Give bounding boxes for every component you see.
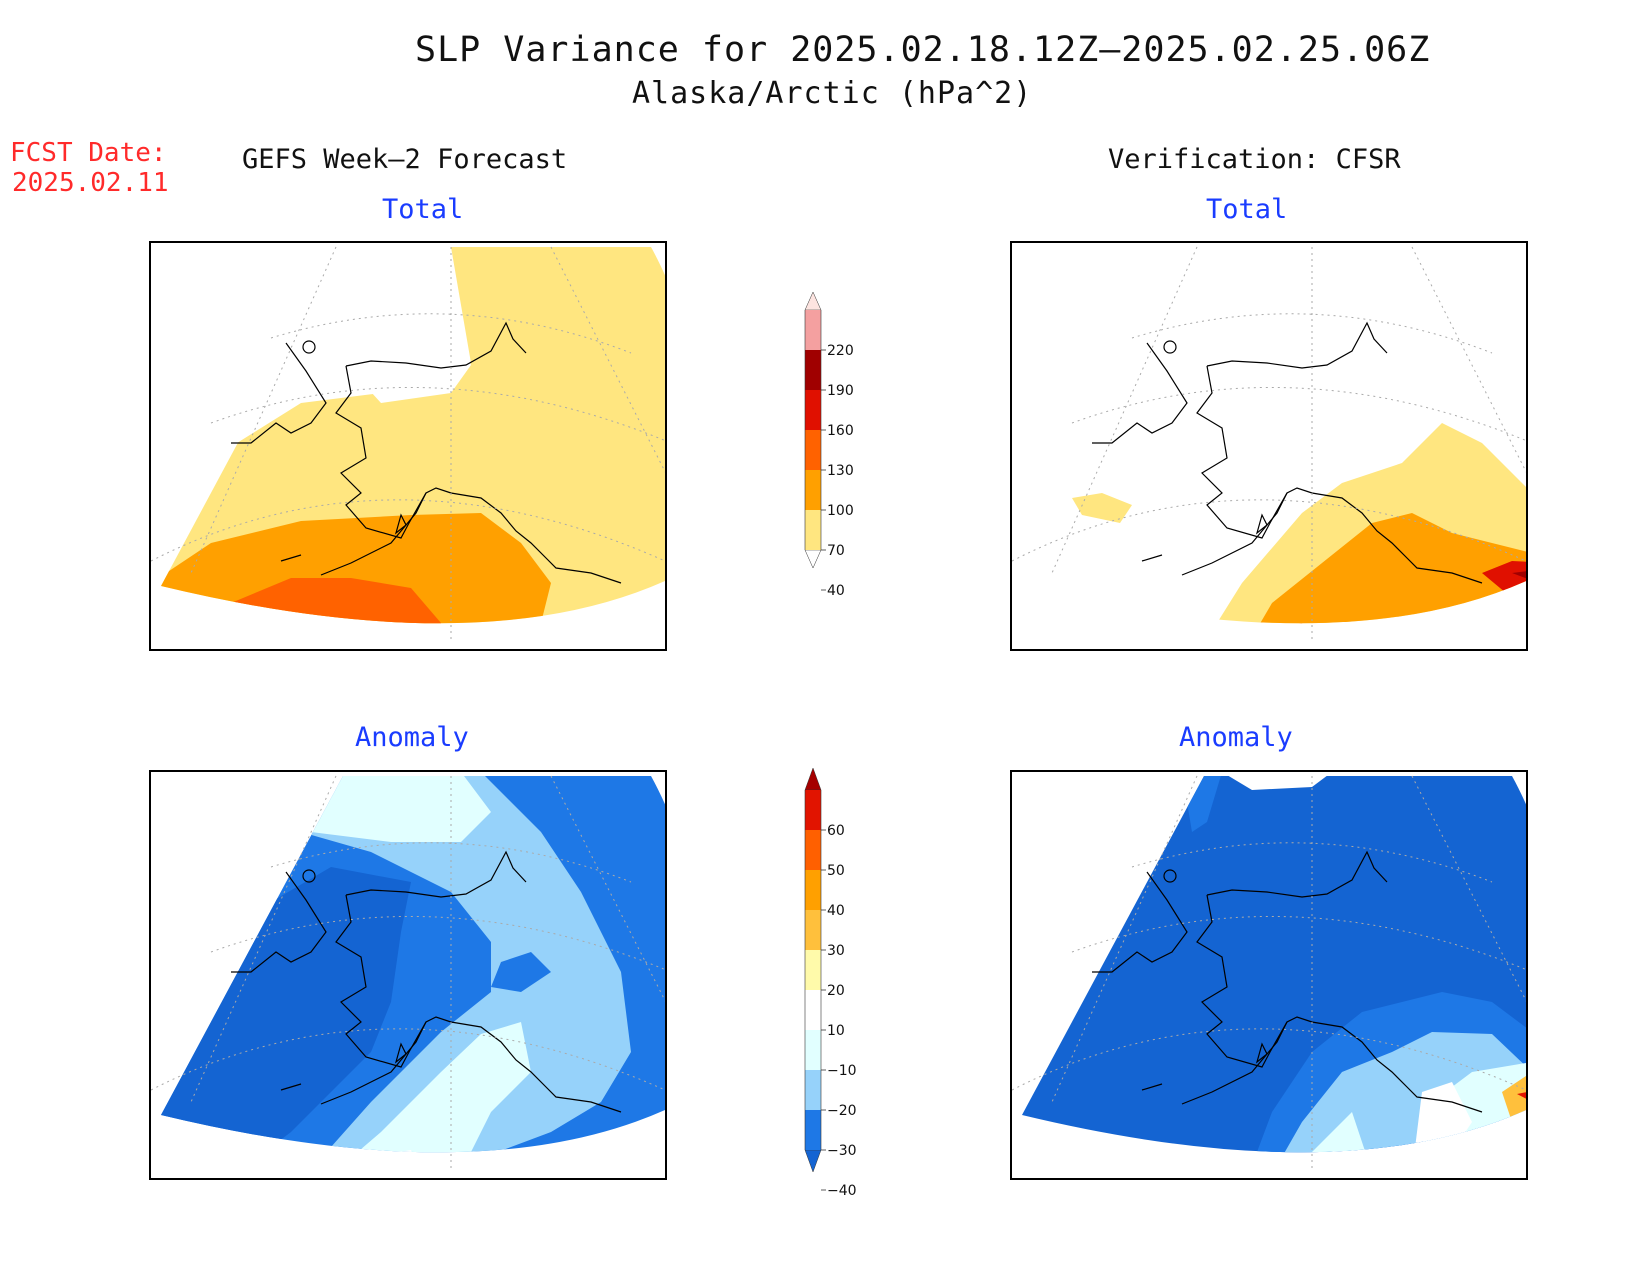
fc-anomaly-coastline — [231, 850, 622, 1113]
colorbar-bottom-triangle — [804, 549, 822, 569]
ver-anomaly-coastline — [1092, 850, 1483, 1113]
colorbar-tick-label: 40 — [827, 583, 845, 599]
colorbar-bin — [805, 510, 821, 550]
ver-total-gridlines — [1012, 246, 1526, 643]
verification-anomaly-map — [1010, 770, 1528, 1180]
forecast-date-value: 2025.02.11 — [12, 168, 169, 198]
colorbar-tick-label: 100 — [827, 503, 854, 519]
fc-total-coastline — [231, 321, 622, 584]
colorbar-bottom-triangle — [804, 1149, 822, 1173]
colorbar-tick-label: −30 — [827, 1143, 857, 1159]
fc-anomaly-title: Anomaly — [355, 722, 469, 753]
fc-total-gridlines — [151, 246, 665, 643]
colorbar-tick-label: 50 — [827, 863, 845, 879]
colorbar-bin — [805, 430, 821, 470]
right-column-header: Verification: CFSR — [1108, 144, 1401, 175]
colorbar-tick-label: 60 — [827, 823, 845, 839]
page-subtitle: Alaska/Arctic (hPa^2) — [632, 76, 1033, 111]
colorbar-tick-label: 190 — [827, 383, 854, 399]
colorbar-tick-label: 30 — [827, 943, 845, 959]
colorbar-bin — [805, 310, 821, 350]
fc-total-title: Total — [382, 194, 464, 225]
ver-anomaly-gridlines — [1012, 775, 1526, 1172]
forecast-anomaly-map — [149, 770, 667, 1180]
colorbar-top-triangle — [804, 767, 822, 791]
fc-anomaly-gridlines — [151, 775, 665, 1172]
verification-anomaly-field — [1022, 776, 1526, 1153]
colorbar-bin — [805, 390, 821, 430]
colorbar-bin — [805, 1110, 821, 1150]
colorbar-tick-label: 10 — [827, 1023, 845, 1039]
colorbar-bin — [805, 470, 821, 510]
verification-total-field — [1072, 423, 1526, 624]
ver-anomaly-title: Anomaly — [1179, 722, 1293, 753]
colorbar-tick-label: 130 — [827, 463, 854, 479]
page-title: SLP Variance for 2025.02.18.12Z–2025.02.… — [415, 30, 1431, 70]
colorbar-tick-label: 70 — [827, 543, 845, 559]
colorbar-bin — [805, 870, 821, 910]
colorbar-bin — [805, 1070, 821, 1110]
left-column-header: GEFS Week–2 Forecast — [242, 144, 568, 175]
colorbar-tick-label: −40 — [827, 1183, 857, 1199]
colorbar-tick-label: −10 — [827, 1063, 857, 1079]
ver-total-title: Total — [1206, 194, 1288, 225]
colorbar-bin — [805, 990, 821, 1030]
forecast-date-label: FCST Date: — [10, 138, 167, 168]
colorbar-tick-label: 40 — [827, 903, 845, 919]
colorbar-bin — [805, 830, 821, 870]
verification-total-map — [1010, 241, 1528, 651]
colorbar-top-triangle — [804, 291, 822, 311]
colorbar-bin — [805, 350, 821, 390]
anomaly-colorbar: 60 50 40 30 20 10 −10 −20 −30 −40 — [804, 767, 857, 1199]
colorbar-tick-label: −20 — [827, 1103, 857, 1119]
colorbar-bin — [805, 1030, 821, 1070]
ver-total-coastline — [1092, 321, 1483, 584]
colorbar-tick-label: 20 — [827, 983, 845, 999]
forecast-total-field — [161, 247, 665, 624]
forecast-anomaly-field — [161, 776, 665, 1153]
colorbar-tick-label: 220 — [827, 343, 854, 359]
forecast-total-map — [149, 241, 667, 651]
colorbar-bin — [805, 790, 821, 830]
colorbar-tick-label: 160 — [827, 423, 854, 439]
total-colorbar: 220 190 160 130 100 70 40 — [804, 291, 854, 599]
colorbar-bin — [805, 950, 821, 990]
colorbar-bin — [805, 910, 821, 950]
